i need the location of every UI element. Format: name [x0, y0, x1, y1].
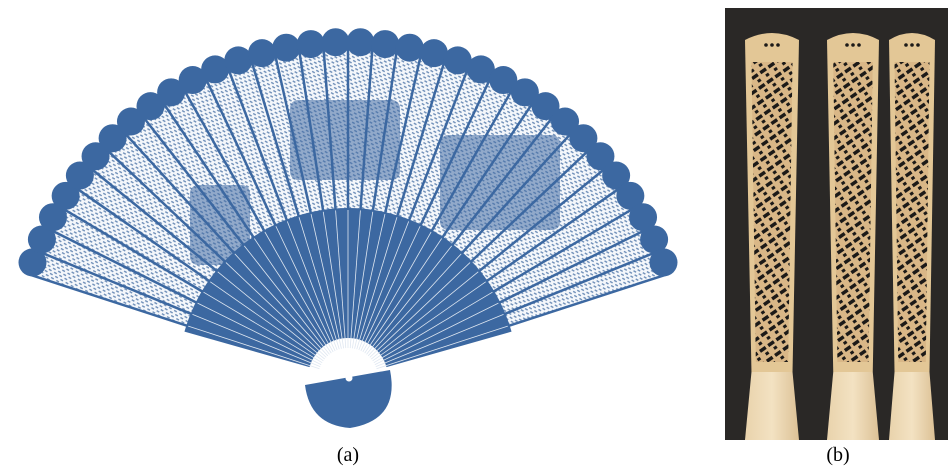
- stick-hole: [857, 43, 861, 47]
- figure-art: [0, 0, 950, 440]
- panel-label: (a): [337, 444, 359, 467]
- stick-holes: [751, 62, 792, 362]
- stick-hole: [916, 43, 920, 47]
- fan-scallop: [322, 28, 350, 56]
- stick-hole: [910, 43, 914, 47]
- stick-hole: [770, 43, 774, 47]
- panel-label: (b): [826, 444, 849, 467]
- stick-handle: [827, 372, 879, 440]
- fan-pivot: [346, 375, 353, 382]
- fan-scallop: [297, 30, 325, 58]
- stick-holes: [833, 62, 873, 362]
- stick-hole: [776, 43, 780, 47]
- fan-scallop: [346, 28, 374, 56]
- stick-hole: [904, 43, 908, 47]
- stick-holes: [895, 62, 930, 362]
- fan-scallop: [371, 30, 399, 58]
- fan-scallop: [224, 46, 252, 74]
- figure: (a) (b): [0, 0, 950, 471]
- stick-hole: [764, 43, 768, 47]
- bamboo-stick: [827, 33, 879, 440]
- fan-scallop: [650, 248, 678, 276]
- bamboo-stick: [889, 33, 935, 440]
- fan-illustration: [18, 28, 677, 428]
- fan-scallop: [272, 34, 300, 62]
- stick-handle: [889, 372, 935, 440]
- stick-hole: [851, 43, 855, 47]
- stick-hole: [845, 43, 849, 47]
- stick-handle: [745, 372, 799, 440]
- bamboo-stick: [745, 33, 799, 440]
- fan-scallop: [248, 39, 276, 67]
- bamboo-photo: [725, 8, 948, 440]
